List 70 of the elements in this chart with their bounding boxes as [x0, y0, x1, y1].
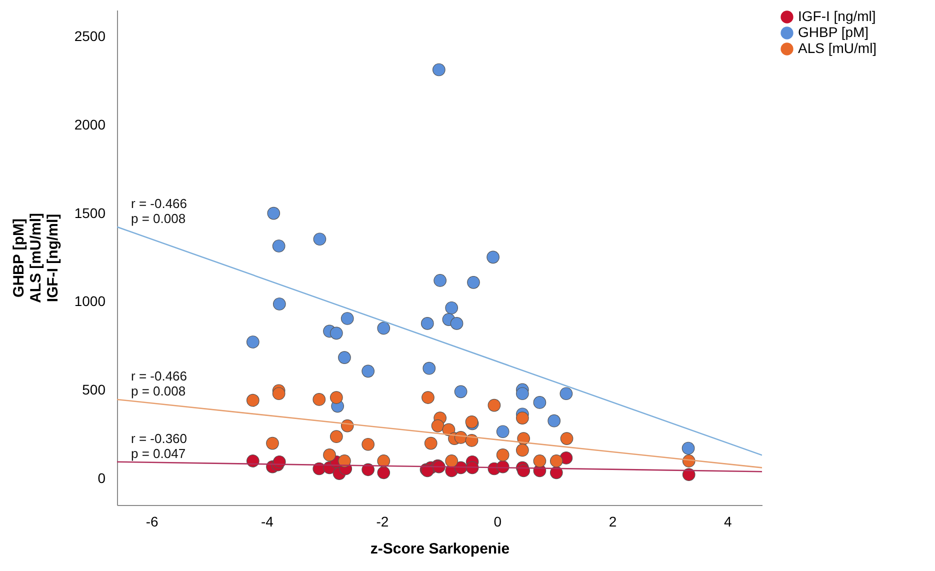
x-tick-label: 0	[494, 514, 502, 530]
point	[420, 317, 434, 330]
point	[550, 454, 563, 468]
point	[246, 394, 260, 407]
point	[422, 391, 434, 404]
point	[533, 396, 546, 409]
point	[431, 419, 444, 432]
point	[445, 301, 458, 314]
y-tick-label: 500	[82, 382, 106, 398]
y-tick-label: 0	[98, 470, 106, 486]
point	[496, 448, 510, 462]
x-tick-label: -4	[261, 514, 274, 530]
point	[432, 63, 446, 76]
point	[377, 454, 390, 468]
point	[362, 438, 375, 451]
point	[682, 442, 695, 455]
point	[266, 436, 279, 450]
x-tick-label: -2	[376, 514, 389, 530]
point	[330, 430, 343, 443]
x-axis-title: z-Score Sarkopenie	[370, 540, 510, 558]
point	[377, 322, 390, 335]
point	[445, 454, 458, 468]
point	[548, 414, 561, 428]
point	[550, 466, 563, 480]
point	[516, 444, 529, 457]
point	[516, 412, 529, 424]
point	[272, 240, 286, 252]
point	[246, 336, 260, 348]
annotation: r = -0.466 p = 0.008	[131, 368, 188, 398]
point	[338, 351, 351, 364]
point	[496, 425, 510, 438]
legend-label: ALS [mU/ml]	[798, 40, 877, 56]
x-tick-label: 4	[724, 514, 732, 530]
point	[560, 387, 573, 400]
point	[533, 454, 546, 468]
point	[272, 298, 286, 310]
x-tick-label: 2	[608, 514, 617, 530]
legend-label: GHBP [pM]	[798, 24, 869, 40]
y-tick-label: 2000	[74, 116, 106, 132]
point	[454, 385, 468, 398]
point	[323, 448, 336, 462]
point	[517, 464, 530, 478]
point	[450, 317, 464, 330]
point	[467, 276, 480, 289]
y-tick-label: 1000	[74, 293, 106, 310]
y-tick-label: 2500	[74, 28, 106, 44]
y-axis-title: GHBP [pM] ALS [mU/ml] IGF-I [ng/ml]	[10, 212, 62, 303]
point	[362, 364, 375, 378]
y-tick-label: 1500	[74, 204, 106, 221]
x-tick-label: -6	[146, 514, 158, 530]
point	[313, 232, 326, 246]
point	[434, 274, 446, 287]
point	[424, 436, 438, 450]
point	[422, 362, 436, 375]
annotation: r = -0.360 p = 0.047	[131, 430, 188, 461]
point	[560, 432, 574, 445]
annotation: r = -0.466 p = 0.008	[131, 196, 188, 226]
point	[267, 206, 280, 220]
legend-label: IGF-I [ng/ml]	[798, 8, 876, 24]
point	[330, 326, 343, 340]
point	[682, 468, 696, 482]
point	[272, 387, 286, 400]
point	[560, 452, 573, 464]
point	[312, 393, 326, 406]
point	[340, 312, 354, 325]
point	[516, 387, 529, 400]
point	[377, 466, 390, 480]
point	[486, 250, 500, 264]
point	[488, 398, 501, 412]
point	[330, 391, 343, 404]
